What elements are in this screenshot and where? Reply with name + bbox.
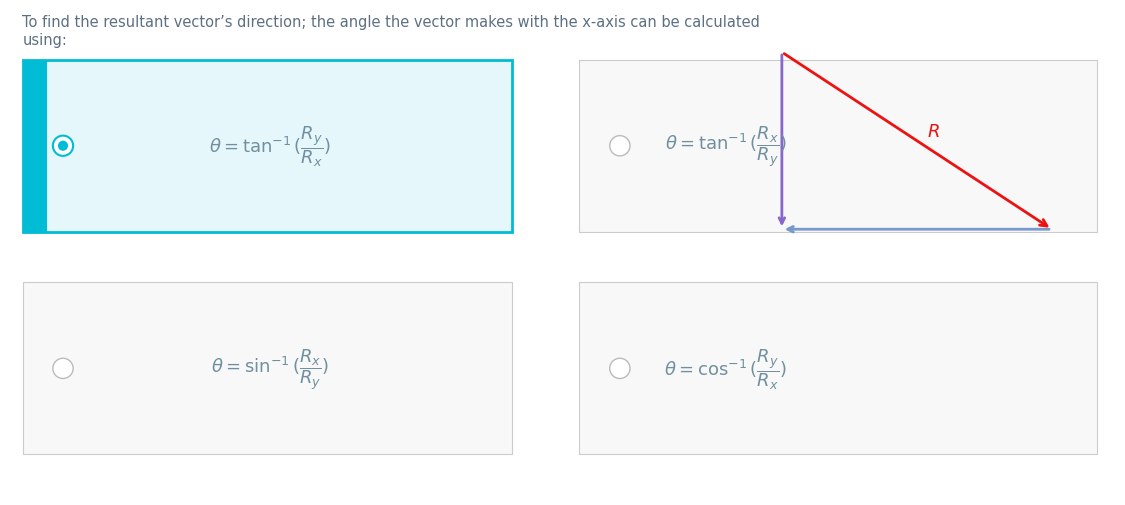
Text: $\theta = \tan^{-1}(\dfrac{R_x}{R_y})$: $\theta = \tan^{-1}(\dfrac{R_x}{R_y})$ <box>665 124 786 169</box>
Ellipse shape <box>53 359 73 379</box>
Text: $\theta = \cos^{-1}(\dfrac{R_y}{R_x})$: $\theta = \cos^{-1}(\dfrac{R_y}{R_x})$ <box>664 346 788 391</box>
Ellipse shape <box>610 136 630 157</box>
Bar <box>22 61 512 232</box>
Ellipse shape <box>58 141 69 152</box>
Text: $\theta = \sin^{-1}(\dfrac{R_x}{R_y})$: $\theta = \sin^{-1}(\dfrac{R_x}{R_y})$ <box>210 346 330 391</box>
Ellipse shape <box>53 136 73 157</box>
Bar <box>22 283 512 454</box>
Bar <box>22 61 47 232</box>
Bar <box>579 61 1097 232</box>
Text: $\theta = \tan^{-1}(\dfrac{R_y}{R_x})$: $\theta = \tan^{-1}(\dfrac{R_y}{R_x})$ <box>209 124 331 169</box>
Ellipse shape <box>610 359 630 379</box>
Text: To find the resultant vector’s direction; the angle the vector makes with the x-: To find the resultant vector’s direction… <box>22 15 760 47</box>
Text: $R$: $R$ <box>927 122 940 140</box>
Bar <box>579 283 1097 454</box>
